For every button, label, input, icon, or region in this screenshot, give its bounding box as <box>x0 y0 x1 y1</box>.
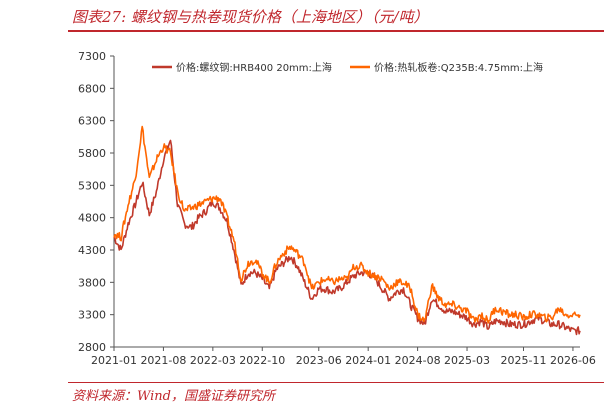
x-tick-label: 2022-03 <box>190 354 236 367</box>
y-tick-label: 4300 <box>78 244 106 257</box>
x-tick-label: 2025-11 <box>501 354 547 367</box>
y-tick-label: 2800 <box>78 341 106 354</box>
source-divider <box>68 382 604 383</box>
x-tick-label: 2022-10 <box>239 354 285 367</box>
x-tick-label: 2026-06 <box>550 354 596 367</box>
source-note: 资料来源：Wind，国盛证券研究所 <box>72 389 275 404</box>
y-tick-label: 3300 <box>78 309 106 322</box>
y-tick-label: 7300 <box>78 50 106 63</box>
chart-legend: 价格:螺纹钢:HRB400 20mm:上海 价格:热轧板卷:Q235B:4.75m… <box>152 61 543 74</box>
legend-label-2: 价格:热轧板卷:Q235B:4.75mm:上海 <box>374 61 543 74</box>
chart-title: 图表27: 螺纹钢与热卷现货价格（上海地区）（元/吨） <box>72 8 429 26</box>
x-tick-label: 2023-06 <box>296 354 342 367</box>
x-tick-label: 2025-03 <box>444 354 490 367</box>
y-tick-label: 5300 <box>78 179 106 192</box>
y-tick-label: 6800 <box>78 82 106 95</box>
price-line-chart: 2800 3300 3800 4300 4800 5300 5800 6300 6800 7300… <box>78 50 596 367</box>
x-tick-label: 2024-08 <box>395 354 441 367</box>
y-tick-label: 3800 <box>78 276 106 289</box>
series-line-1 <box>113 139 581 336</box>
y-tick-label: 4800 <box>78 212 106 225</box>
chart-series <box>113 125 581 336</box>
title-divider <box>68 30 604 32</box>
chart-axes: 2800 3300 3800 4300 4800 5300 5800 6300 6800 7300… <box>78 50 596 367</box>
x-tick-label: 2021-08 <box>140 354 186 367</box>
series-line-2 <box>113 125 581 324</box>
legend-label-1: 价格:螺纹钢:HRB400 20mm:上海 <box>176 61 332 74</box>
x-tick-label: 2024-01 <box>345 354 391 367</box>
x-tick-label: 2021-01 <box>91 354 137 367</box>
y-tick-label: 6300 <box>78 115 106 128</box>
y-tick-label: 5800 <box>78 147 106 160</box>
